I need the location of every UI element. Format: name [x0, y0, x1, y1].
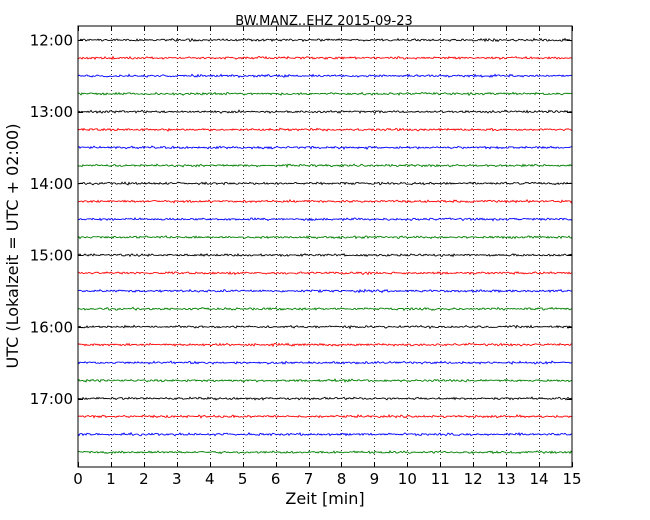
x-tick-label: 15 — [562, 470, 581, 488]
x-tick-label: 12 — [464, 470, 483, 488]
seismic-trace — [77, 163, 573, 169]
x-tick-label: 13 — [497, 470, 516, 488]
seismic-traces — [77, 37, 573, 455]
seismic-trace — [77, 181, 573, 186]
seismic-trace — [77, 396, 573, 401]
seismic-trace — [77, 91, 573, 97]
seismic-trace — [77, 288, 573, 294]
y-tick-label: 13:00 — [30, 103, 73, 121]
y-tick-label: 14:00 — [30, 175, 73, 193]
y-axis-label: UTC (Lokalzeit = UTC + 02:00) — [3, 124, 22, 369]
seismic-trace — [77, 109, 573, 114]
seismic-trace — [77, 235, 573, 240]
x-tick-label: 2 — [139, 470, 149, 488]
seismic-trace — [77, 378, 573, 383]
seismic-trace — [77, 450, 573, 455]
seismic-trace — [77, 431, 573, 437]
seismic-trace — [77, 271, 573, 276]
x-gridlines — [111, 26, 540, 467]
seismic-trace — [77, 145, 573, 150]
x-tick-labels: 0 1 2 3 4 5 6 7 8 9 10 11 12 13 14 15 — [73, 470, 581, 488]
y-tick-label: 15:00 — [30, 247, 73, 265]
x-tick-label: 11 — [431, 470, 450, 488]
x-tick-label: 7 — [304, 470, 314, 488]
x-tick-label: 1 — [106, 470, 116, 488]
seismic-trace — [77, 306, 573, 312]
y-tick-label: 16:00 — [30, 318, 73, 336]
seismic-trace — [77, 198, 573, 204]
seismic-trace — [77, 342, 573, 348]
axis-ticks — [78, 26, 573, 467]
y-tick-labels: 12:00 13:00 14:00 15:00 16:00 17:00 — [30, 32, 73, 409]
x-tick-label: 0 — [73, 470, 83, 488]
x-tick-label: 9 — [370, 470, 380, 488]
seismic-trace — [77, 55, 573, 61]
y-tick-label: 17:00 — [30, 390, 73, 408]
seismic-trace — [77, 360, 573, 365]
plot-frame — [77, 25, 573, 468]
seismic-trace — [77, 217, 573, 222]
x-tick-label: 8 — [337, 470, 347, 488]
seismic-trace — [77, 252, 573, 258]
x-tick-label: 10 — [398, 470, 417, 488]
x-tick-label: 14 — [530, 470, 549, 488]
seismic-trace — [77, 324, 573, 330]
x-tick-label: 6 — [271, 470, 281, 488]
x-axis-label: Zeit [min] — [285, 489, 364, 508]
chart-title: BW.MANZ..EHZ 2015-09-23 — [235, 14, 413, 29]
y-tick-label: 12:00 — [30, 32, 73, 50]
seismic-trace — [77, 127, 573, 132]
seismic-trace — [77, 413, 573, 419]
seismic-trace — [77, 73, 573, 79]
x-tick-label: 4 — [205, 470, 215, 488]
x-tick-label: 3 — [172, 470, 182, 488]
seismic-trace — [77, 37, 573, 43]
x-tick-label: 5 — [238, 470, 248, 488]
